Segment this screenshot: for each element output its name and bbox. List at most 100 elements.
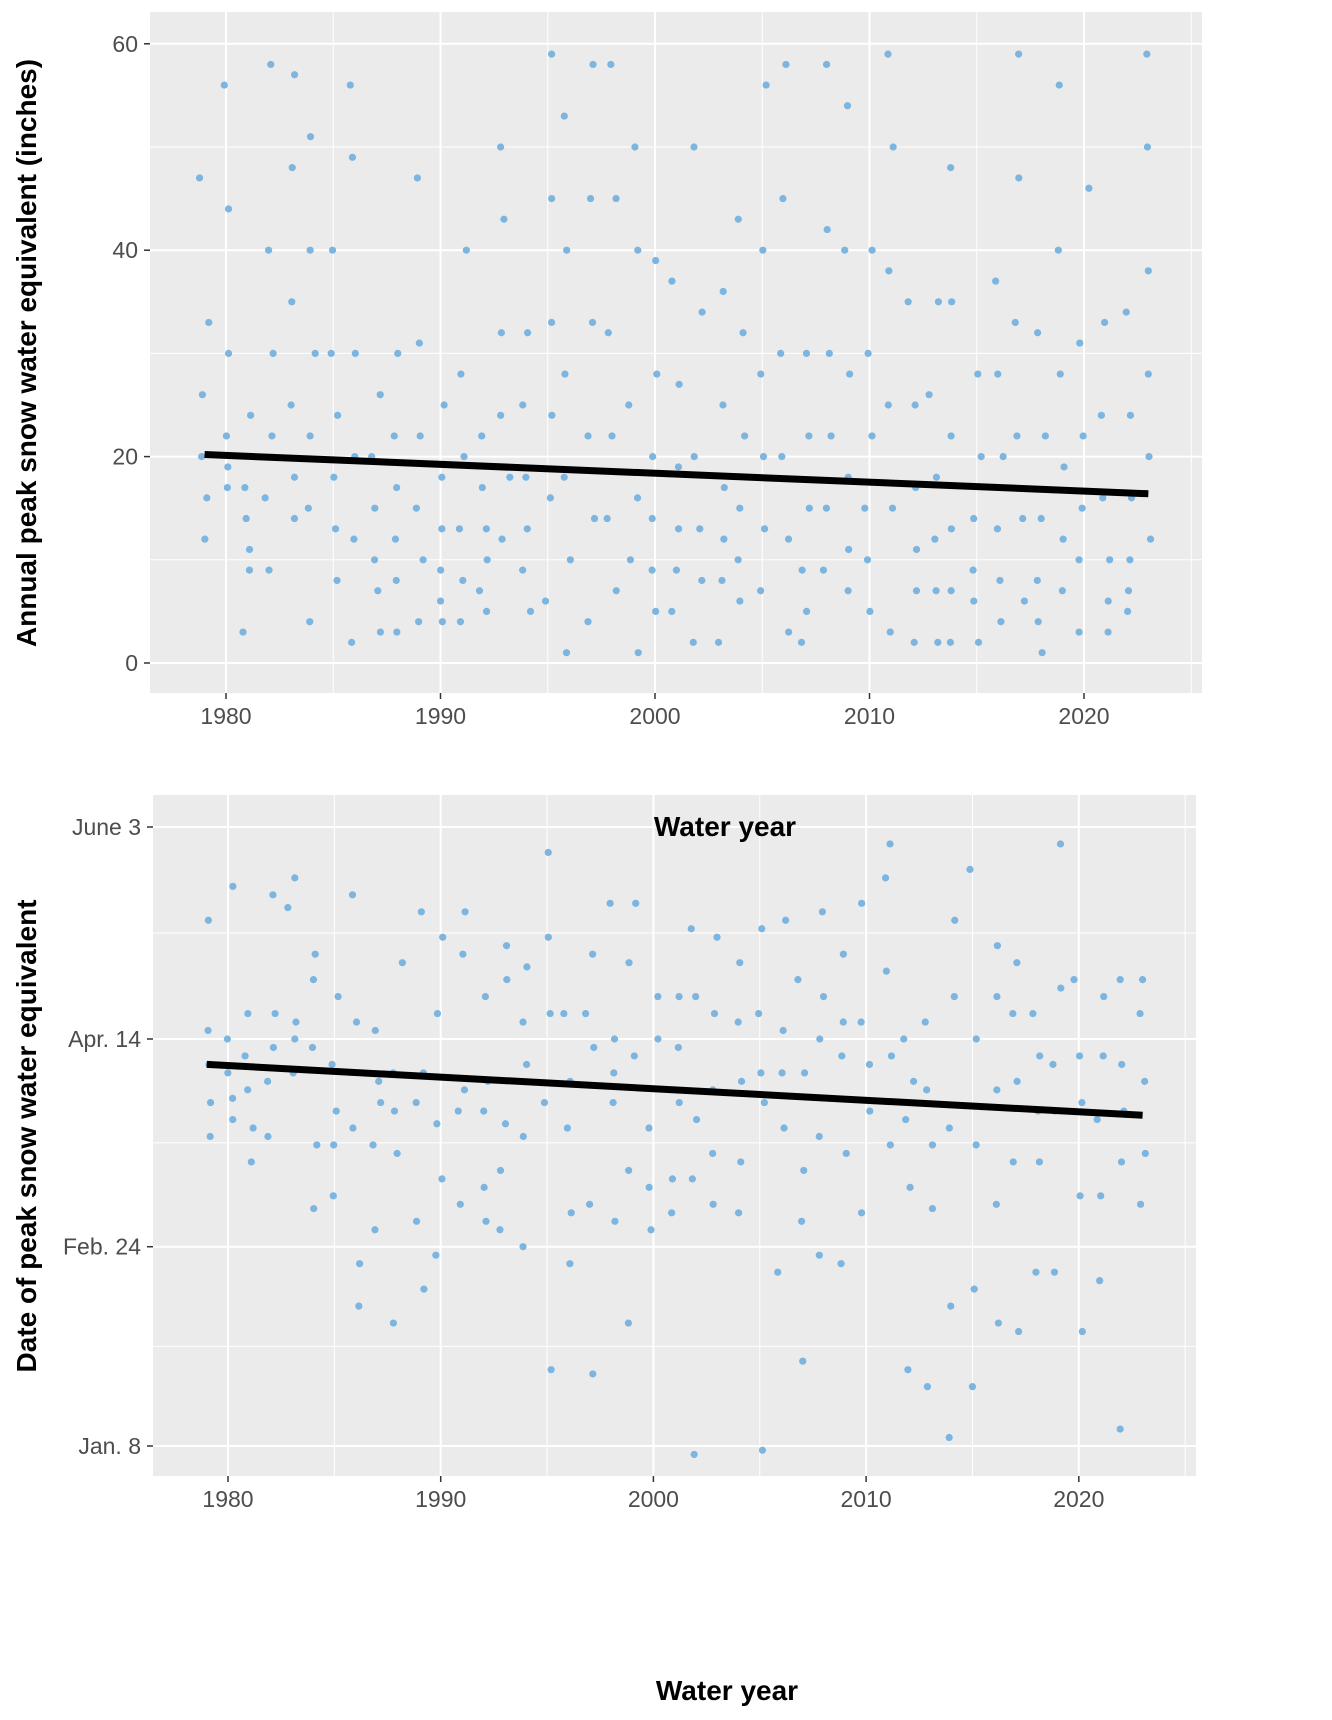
data-point xyxy=(1076,1192,1084,1200)
y-tick-label: June 3 xyxy=(72,814,141,840)
data-point xyxy=(310,1204,318,1213)
data-point xyxy=(522,1060,531,1069)
data-point xyxy=(909,1077,918,1085)
data-point xyxy=(563,1124,571,1132)
x-axis-title-bottom: Water year xyxy=(656,1675,798,1706)
data-point xyxy=(1034,618,1042,626)
data-point xyxy=(589,1370,597,1378)
data-point xyxy=(355,1302,363,1310)
data-point xyxy=(223,483,231,492)
data-point xyxy=(290,71,299,79)
data-point xyxy=(947,1302,955,1310)
data-point xyxy=(1139,976,1147,984)
data-point xyxy=(779,195,787,203)
data-point xyxy=(992,277,1000,285)
data-point xyxy=(1136,1200,1145,1208)
data-point xyxy=(1118,1060,1126,1069)
data-point xyxy=(241,483,249,492)
data-point xyxy=(904,298,912,306)
data-point xyxy=(377,1098,385,1107)
data-point xyxy=(1055,81,1063,89)
data-point xyxy=(432,1251,440,1259)
data-point xyxy=(376,391,384,399)
data-point xyxy=(993,942,1001,950)
data-point xyxy=(483,556,491,564)
data-point xyxy=(1009,1009,1017,1018)
data-point xyxy=(928,1204,937,1213)
data-point xyxy=(610,1035,619,1043)
data-point xyxy=(547,50,556,58)
data-point xyxy=(815,1132,823,1141)
data-point xyxy=(1085,184,1093,192)
data-point xyxy=(734,1018,742,1026)
data-point xyxy=(839,1018,847,1026)
data-point xyxy=(932,587,940,595)
data-point xyxy=(736,597,744,605)
data-point xyxy=(950,992,958,1001)
data-point xyxy=(822,504,831,512)
data-point xyxy=(371,504,379,512)
data-point xyxy=(284,903,292,912)
data-point xyxy=(482,525,490,533)
data-point xyxy=(1076,339,1084,347)
data-point xyxy=(440,401,448,409)
data-point xyxy=(457,370,465,378)
data-point xyxy=(1146,535,1155,543)
data-point xyxy=(433,1009,442,1018)
data-point xyxy=(369,1141,377,1149)
data-point xyxy=(548,195,556,203)
data-point xyxy=(393,628,401,636)
data-point xyxy=(376,628,384,636)
data-point xyxy=(758,925,766,933)
data-point xyxy=(803,607,811,616)
data-point xyxy=(331,525,340,533)
data-point xyxy=(993,525,1002,533)
data-point xyxy=(352,1018,361,1026)
data-point xyxy=(778,453,786,461)
y-tick-label: Apr. 14 xyxy=(68,1026,141,1052)
data-point xyxy=(348,891,357,899)
data-point xyxy=(291,874,299,882)
data-point xyxy=(560,112,568,120)
data-point xyxy=(822,60,831,69)
data-point xyxy=(910,638,918,646)
data-point xyxy=(265,566,273,574)
data-point xyxy=(438,618,446,626)
data-point xyxy=(815,1251,823,1259)
data-point xyxy=(1057,984,1065,992)
data-point xyxy=(1075,556,1083,564)
data-point xyxy=(647,1226,655,1234)
data-point xyxy=(349,1124,357,1132)
data-point xyxy=(625,401,633,409)
data-point xyxy=(668,1209,676,1217)
x-tick-label: 2010 xyxy=(844,703,895,729)
data-point xyxy=(799,1357,807,1365)
data-point xyxy=(547,1366,555,1374)
data-point xyxy=(264,246,273,254)
data-point xyxy=(710,1009,719,1018)
data-point xyxy=(348,638,356,646)
data-point xyxy=(816,1035,824,1043)
data-point xyxy=(1141,1149,1149,1158)
data-point xyxy=(496,1226,504,1234)
data-point xyxy=(586,195,595,203)
data-point xyxy=(818,908,827,916)
data-point xyxy=(737,1077,746,1085)
y-axis-title-bottom: Date of peak snow water equivalent xyxy=(11,899,42,1372)
data-point xyxy=(946,638,954,646)
data-point xyxy=(755,1009,763,1018)
data-point xyxy=(306,246,314,254)
data-point xyxy=(974,370,982,378)
data-point xyxy=(497,143,505,151)
data-point xyxy=(886,840,894,848)
data-point xyxy=(864,349,872,357)
data-point xyxy=(438,473,446,481)
data-point xyxy=(1144,267,1152,275)
data-point xyxy=(1034,329,1042,337)
data-point xyxy=(1093,1115,1101,1124)
data-point xyxy=(794,976,802,984)
data-point xyxy=(290,473,299,481)
data-point xyxy=(306,133,315,141)
data-point xyxy=(800,1069,809,1077)
